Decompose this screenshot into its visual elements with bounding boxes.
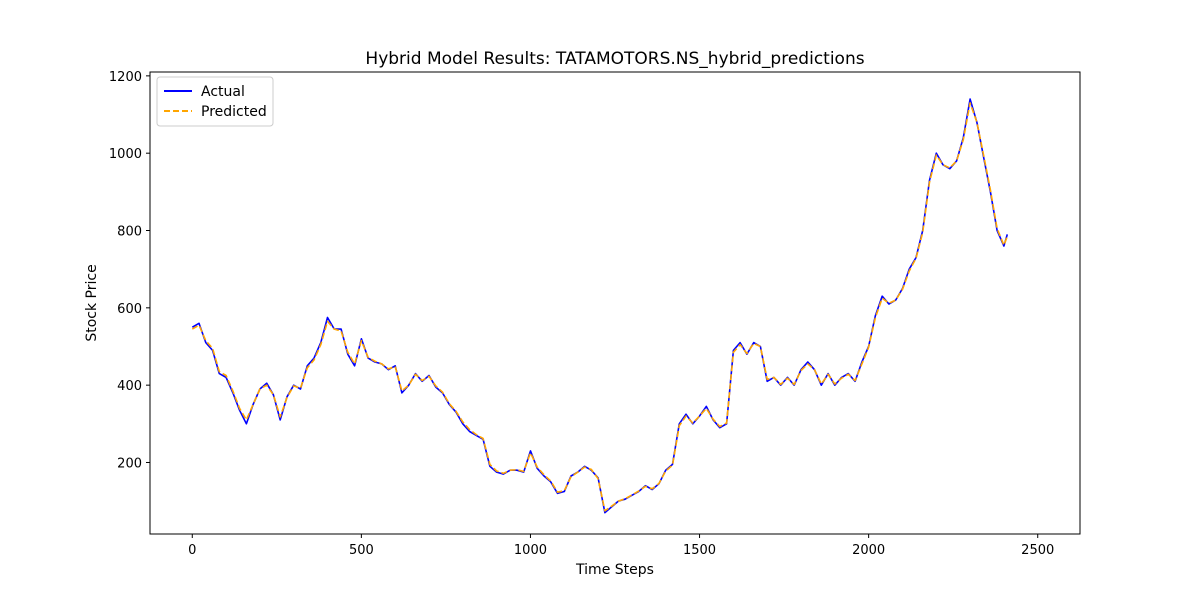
y-tick-label: 400 bbox=[117, 379, 142, 394]
y-axis-label: Stock Price bbox=[84, 264, 100, 341]
x-tick-label: 2000 bbox=[852, 543, 885, 558]
x-tick-label: 1000 bbox=[514, 543, 547, 558]
series-line-predicted bbox=[191, 102, 1009, 512]
y-tick-label: 1000 bbox=[109, 147, 142, 162]
series-layer bbox=[191, 98, 1009, 514]
legend: Actual Predicted bbox=[156, 76, 274, 127]
y-tick-label: 1200 bbox=[109, 70, 142, 85]
x-tick-label: 0 bbox=[188, 543, 196, 558]
x-tick-label: 2500 bbox=[1021, 543, 1054, 558]
legend-label-actual: Actual bbox=[201, 84, 245, 100]
legend-label-predicted: Predicted bbox=[201, 104, 267, 120]
x-axis-label: Time Steps bbox=[575, 562, 654, 578]
y-axis-ticks: 200 400 600 800 1000 1200 bbox=[109, 70, 150, 471]
x-axis-ticks: 0 500 1000 1500 2000 2500 bbox=[188, 534, 1054, 558]
chart-title: Hybrid Model Results: TATAMOTORS.NS_hybr… bbox=[365, 49, 864, 69]
y-tick-label: 600 bbox=[117, 302, 142, 317]
legend-box bbox=[156, 76, 274, 127]
x-tick-label: 500 bbox=[349, 543, 374, 558]
y-tick-label: 800 bbox=[117, 225, 142, 240]
x-tick-label: 1500 bbox=[683, 543, 716, 558]
plot-area bbox=[149, 71, 1081, 535]
y-tick-label: 200 bbox=[117, 456, 142, 471]
